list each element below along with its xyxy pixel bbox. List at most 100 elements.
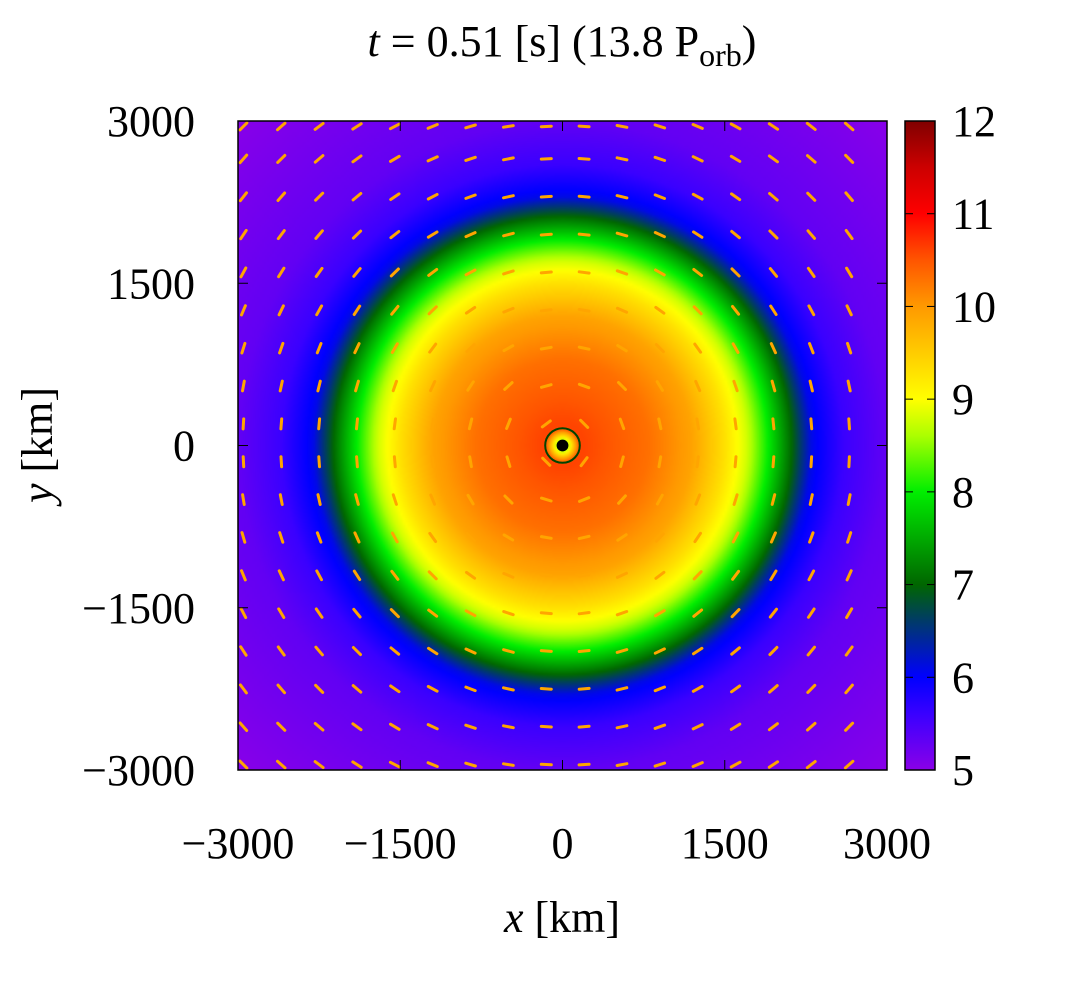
velocity-vectors (238, 121, 855, 770)
vector-arrow (695, 417, 700, 431)
vector-arrow (427, 646, 439, 656)
vector-arrow (615, 571, 628, 579)
vector-arrow (616, 344, 628, 353)
vector-arrow (692, 267, 704, 277)
vector-arrow (314, 266, 324, 278)
x-axis-var: x (503, 893, 524, 942)
vector-arrow (465, 532, 476, 543)
vector-arrow (653, 723, 667, 730)
colorbar-tick-label: 10 (952, 282, 996, 331)
vector-arrow (768, 192, 779, 202)
vector-arrow (391, 493, 398, 506)
vector-arrow (355, 417, 359, 431)
vector-arrow (806, 229, 816, 240)
vector-arrow (238, 191, 248, 203)
vector-arrow (276, 121, 287, 132)
vector-arrow (694, 379, 702, 393)
vector-arrow (276, 229, 286, 241)
vector-arrow (429, 380, 437, 393)
vector-arrow (809, 417, 814, 431)
vector-arrow (238, 683, 248, 695)
vector-arrow (502, 194, 515, 200)
vector-arrow (466, 493, 475, 506)
vector-arrow (239, 266, 248, 279)
vector-arrow (808, 531, 815, 544)
colorbar-tick-label: 8 (952, 468, 974, 517)
vector-arrow (768, 229, 779, 240)
vector-arrow (464, 647, 477, 655)
compact-object (556, 439, 569, 452)
vector-arrow (847, 417, 851, 431)
vector-arrow (691, 192, 704, 201)
vector-arrow (691, 684, 704, 693)
vector-arrow (577, 194, 591, 199)
vector-arrow (730, 608, 741, 619)
vector-arrow (502, 648, 515, 654)
vector-arrow (355, 455, 359, 469)
vector-arrow (845, 304, 853, 317)
vector-arrow (352, 569, 362, 581)
vector-arrow (352, 304, 362, 316)
colorbar-tick-label: 9 (952, 375, 974, 424)
vector-arrow (315, 342, 323, 355)
y-tick-label: 0 (173, 422, 195, 471)
vector-arrow (767, 154, 779, 164)
vector-arrow (692, 230, 704, 239)
vector-arrow (579, 456, 589, 468)
vector-arrow (615, 194, 629, 200)
vector-arrow (240, 531, 247, 544)
vector-arrow (615, 306, 629, 314)
vector-arrow (238, 121, 249, 132)
vector-arrow (503, 494, 514, 505)
vector-arrow (807, 607, 816, 619)
vector-arrow (278, 341, 285, 355)
vector-arrow (767, 760, 780, 769)
vector-arrow (806, 721, 817, 732)
vector-arrow (505, 417, 512, 430)
vector-arrow (313, 154, 325, 164)
vector-arrow (505, 455, 512, 468)
colorbar-tick-label: 6 (952, 653, 974, 702)
vector-arrow (502, 344, 515, 353)
vector-arrow (769, 569, 778, 582)
vector-arrow (465, 570, 477, 580)
vector-arrow (577, 686, 591, 691)
vector-arrow (430, 417, 435, 431)
vector-arrow (653, 155, 667, 162)
colorbar-tick-label: 7 (952, 561, 974, 610)
vector-arrow (657, 455, 663, 469)
vector-arrow (540, 496, 553, 503)
vector-arrow (279, 417, 284, 431)
vector-arrow (615, 124, 629, 129)
x-tick-label: −3000 (182, 819, 295, 868)
vector-arrow (389, 267, 400, 278)
vector-arrow (426, 230, 439, 239)
vector-arrow (846, 341, 853, 355)
vector-arrow (389, 230, 401, 240)
vector-arrow (653, 685, 666, 693)
vector-arrow (502, 724, 515, 730)
vector-arrow (653, 193, 666, 200)
vector-arrow (314, 607, 324, 619)
vector-arrow (654, 305, 666, 315)
vector-arrow (503, 381, 514, 391)
vector-arrow (807, 569, 816, 582)
vector-arrow (426, 155, 439, 163)
vector-arrow (844, 191, 854, 202)
vector-arrow (239, 228, 248, 241)
x-axis: −3000 −1500 0 1500 3000 (182, 121, 931, 868)
vector-arrow (353, 342, 361, 355)
vector-arrow (278, 379, 284, 393)
vector-arrow (731, 531, 740, 544)
vector-arrow (426, 123, 439, 130)
vector-arrow (392, 455, 397, 469)
vector-arrow (577, 157, 591, 161)
vector-arrow (767, 122, 780, 131)
x-axis-title: x [km] (503, 893, 620, 942)
vector-arrow (615, 686, 629, 692)
vector-arrow (615, 610, 629, 617)
x-tick-label: −1500 (344, 819, 457, 868)
colorbar-tick-label: 5 (952, 746, 974, 795)
vector-arrow (846, 531, 853, 544)
vector-arrow (540, 383, 553, 389)
